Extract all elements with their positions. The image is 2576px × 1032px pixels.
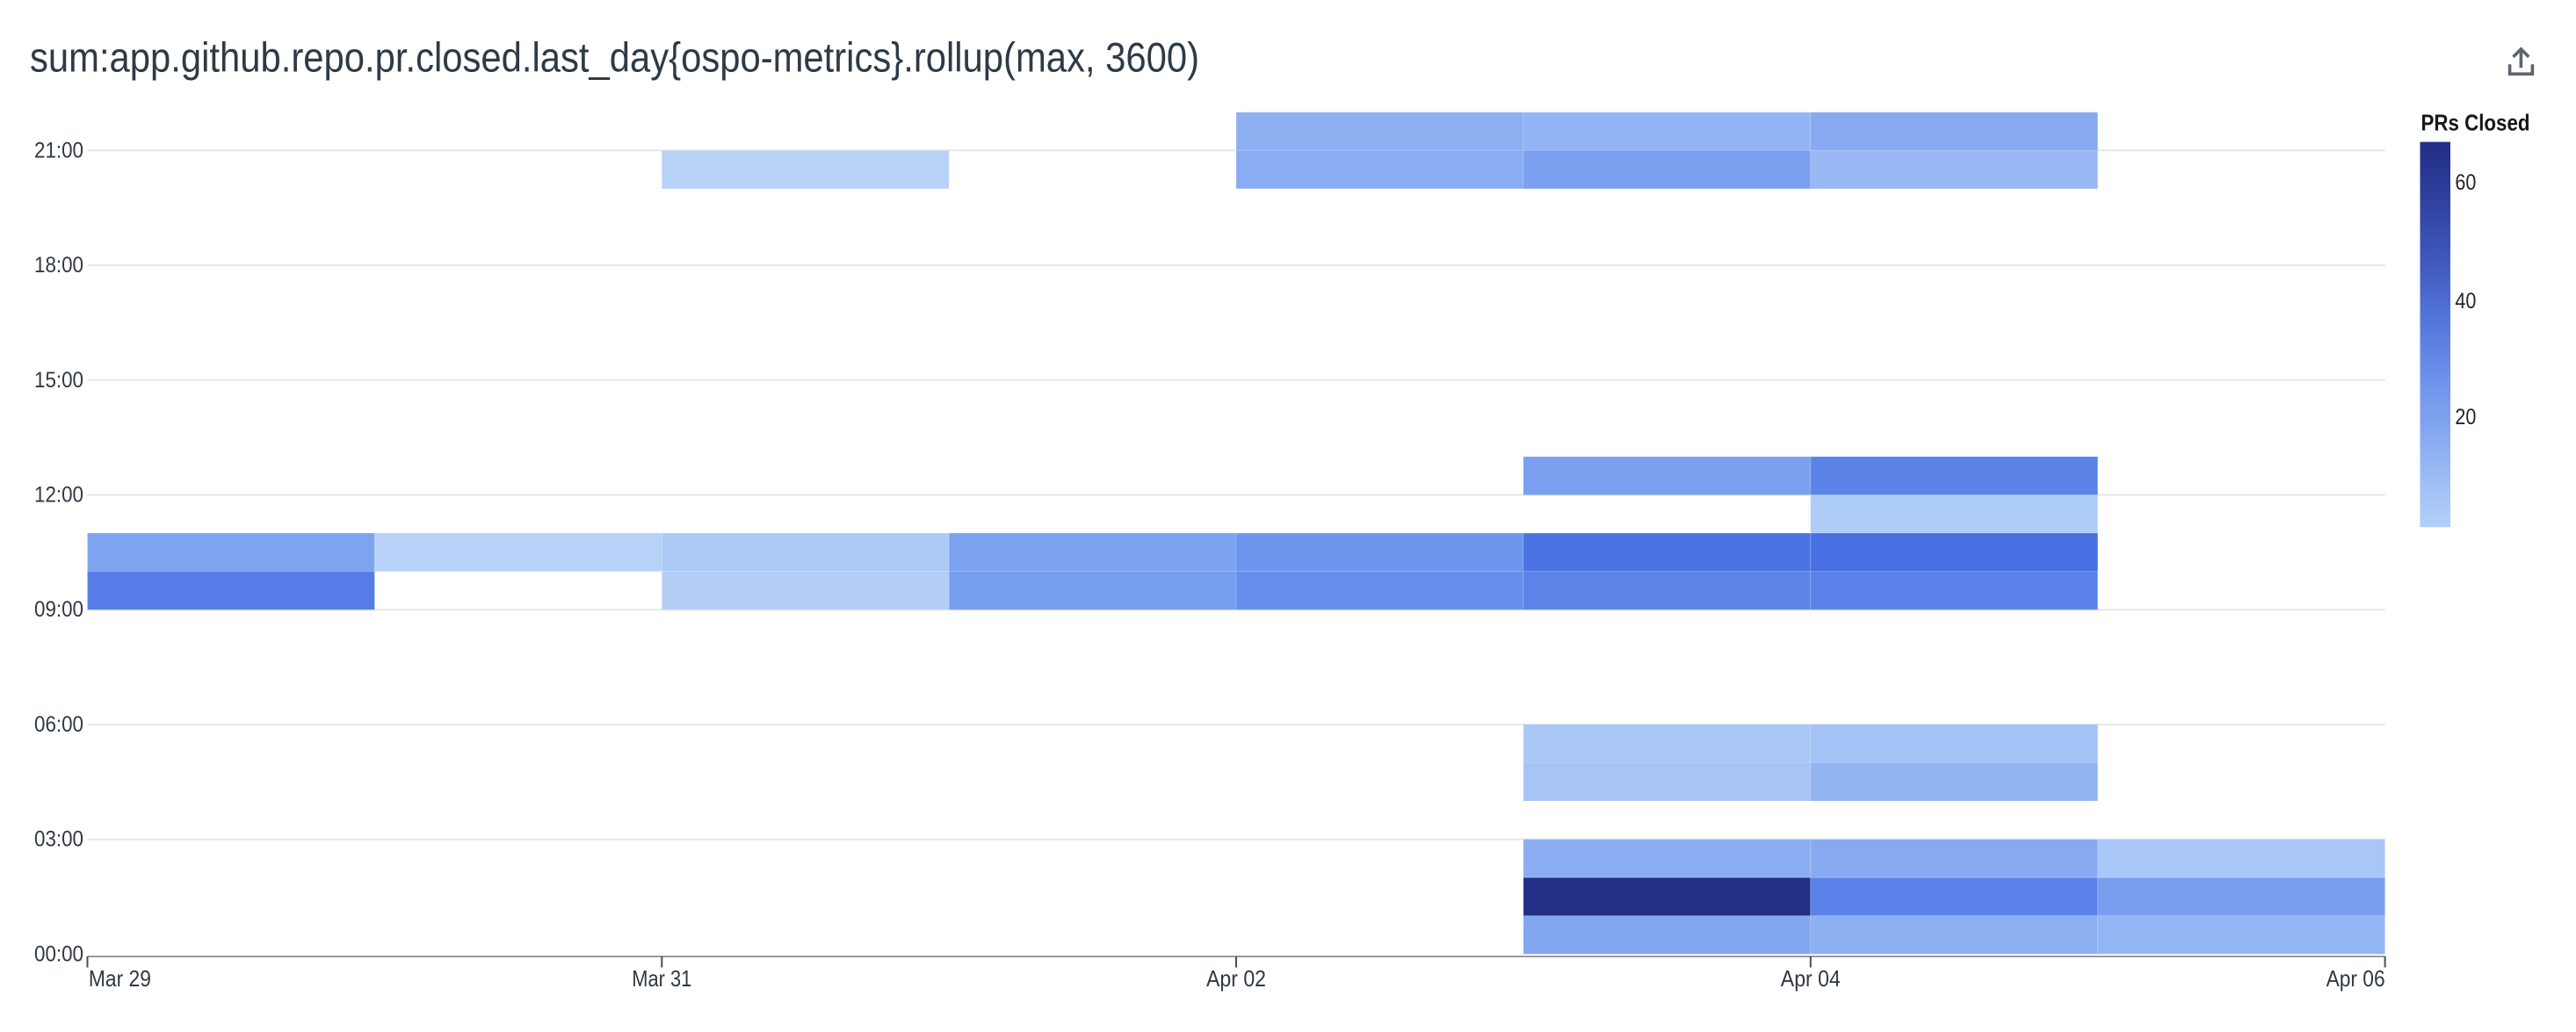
svg-text:60: 60 [2455,170,2476,195]
svg-text:20: 20 [2455,405,2476,429]
svg-text:Mar 31: Mar 31 [632,965,691,992]
svg-text:Mar 29: Mar 29 [89,965,151,992]
svg-text:40: 40 [2455,289,2476,314]
svg-text:21:00: 21:00 [34,138,83,162]
svg-text:Apr 04: Apr 04 [1781,965,1841,992]
svg-text:Apr 02: Apr 02 [1206,965,1266,992]
svg-text:sum:app.github.repo.pr.closed.: sum:app.github.repo.pr.closed.last_day{o… [30,34,1199,81]
svg-text:PRs Closed: PRs Closed [2421,110,2530,136]
svg-text:Apr 06: Apr 06 [2326,965,2385,992]
svg-text:00:00: 00:00 [34,942,83,966]
svg-text:15:00: 15:00 [34,368,83,393]
svg-text:18:00: 18:00 [34,253,83,278]
svg-text:03:00: 03:00 [34,827,83,852]
svg-text:09:00: 09:00 [34,597,83,622]
svg-text:06:00: 06:00 [34,712,83,737]
svg-text:12:00: 12:00 [34,483,83,508]
